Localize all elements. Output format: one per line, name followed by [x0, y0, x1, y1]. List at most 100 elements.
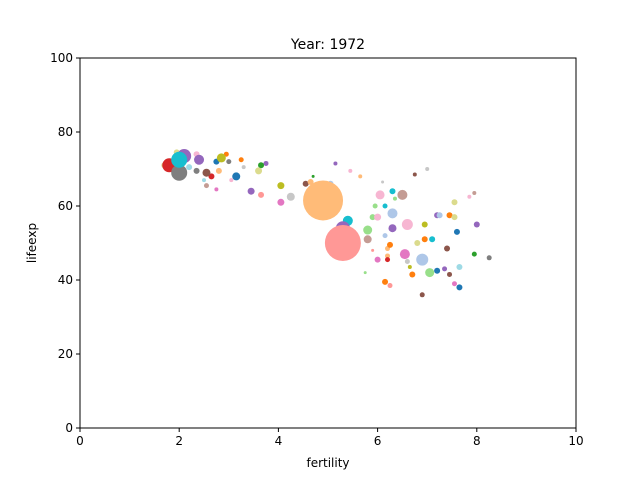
data-point: [392, 196, 397, 201]
data-point: [456, 264, 463, 271]
y-axis-ticks: 0 20 40 60 80 100: [50, 51, 80, 435]
data-point: [258, 191, 265, 198]
data-point: [171, 151, 188, 168]
plot-frame: [79, 57, 577, 429]
data-point: [286, 192, 295, 201]
data-point: [486, 255, 492, 261]
y-tick-label: 80: [58, 125, 73, 139]
data-point: [471, 251, 477, 257]
data-point: [374, 256, 381, 263]
data-point: [407, 265, 412, 270]
data-point: [307, 178, 314, 185]
data-point: [202, 178, 206, 183]
data-point: [247, 187, 255, 195]
axes: [79, 57, 577, 429]
data-point: [241, 165, 246, 170]
data-point: [399, 249, 410, 260]
data-point: [238, 157, 244, 163]
data-point: [385, 253, 391, 259]
data-point: [473, 221, 480, 228]
data-point: [382, 203, 388, 209]
data-point: [416, 253, 429, 266]
data-point: [382, 278, 389, 285]
data-point: [436, 212, 443, 219]
data-point: [444, 245, 451, 252]
data-point: [467, 194, 472, 199]
data-point: [375, 190, 385, 200]
x-tick-label: 8: [473, 434, 481, 448]
data-point: [409, 271, 416, 278]
data-point: [382, 233, 388, 239]
chart-title: Year: 1972: [290, 37, 365, 53]
data-point: [369, 214, 376, 221]
data-point: [421, 221, 428, 228]
data-point: [215, 167, 222, 174]
data-points: [161, 149, 492, 298]
data-point: [348, 168, 353, 173]
x-tick-label: 2: [175, 434, 183, 448]
data-point: [456, 284, 463, 291]
x-tick-label: 0: [76, 434, 84, 448]
data-point: [451, 281, 457, 287]
data-point: [193, 167, 200, 174]
x-tick-label: 4: [275, 434, 283, 448]
y-tick-label: 20: [58, 347, 73, 361]
data-point: [421, 236, 428, 243]
data-point: [303, 180, 344, 221]
data-point: [216, 153, 226, 163]
data-point: [214, 187, 219, 192]
data-point: [389, 188, 396, 195]
y-tick-label: 40: [58, 273, 73, 287]
y-axis-label: lifeexp: [25, 223, 39, 263]
data-point: [371, 248, 375, 252]
data-point: [447, 271, 453, 277]
data-point: [277, 198, 285, 206]
y-tick-label: 60: [58, 199, 73, 213]
data-point: [258, 162, 265, 169]
data-point: [387, 241, 393, 248]
data-point: [226, 159, 232, 165]
data-point: [186, 164, 193, 171]
data-point: [333, 161, 338, 166]
data-point: [363, 271, 367, 275]
x-tick-label: 10: [568, 434, 583, 448]
data-point: [385, 257, 391, 263]
data-point: [171, 164, 188, 181]
data-point: [425, 167, 430, 171]
y-tick-label: 0: [65, 421, 73, 435]
x-axis-ticks: 0 2 4 6 8 10: [76, 428, 584, 448]
data-point: [387, 208, 398, 219]
data-point: [381, 180, 385, 184]
data-point: [451, 214, 458, 221]
data-point: [232, 172, 241, 181]
data-point: [404, 259, 410, 264]
x-tick-label: 6: [374, 434, 382, 448]
data-point: [453, 228, 460, 235]
data-point: [372, 203, 378, 209]
data-point: [434, 267, 441, 274]
data-point: [387, 283, 393, 289]
data-point: [472, 191, 477, 196]
data-point: [412, 172, 417, 177]
data-point: [429, 236, 436, 243]
data-point: [208, 173, 215, 180]
data-point: [202, 168, 211, 177]
data-point: [442, 266, 448, 272]
data-point: [414, 240, 421, 246]
data-point: [203, 183, 209, 189]
data-point: [419, 292, 425, 298]
data-point: [255, 167, 263, 175]
data-point: [229, 178, 234, 183]
data-point: [324, 225, 361, 261]
data-point: [446, 212, 453, 219]
data-point: [277, 182, 285, 190]
data-point: [363, 235, 372, 244]
x-axis-label: fertility: [306, 456, 349, 470]
y-tick-label: 100: [50, 51, 73, 65]
data-point: [302, 180, 309, 187]
data-point: [374, 213, 382, 221]
data-point: [194, 154, 205, 165]
